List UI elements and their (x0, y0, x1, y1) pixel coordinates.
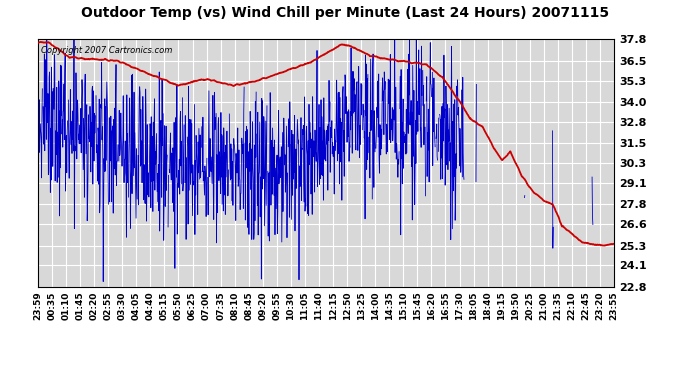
Text: Outdoor Temp (vs) Wind Chill per Minute (Last 24 Hours) 20071115: Outdoor Temp (vs) Wind Chill per Minute … (81, 6, 609, 20)
Text: Copyright 2007 Cartronics.com: Copyright 2007 Cartronics.com (41, 46, 172, 55)
